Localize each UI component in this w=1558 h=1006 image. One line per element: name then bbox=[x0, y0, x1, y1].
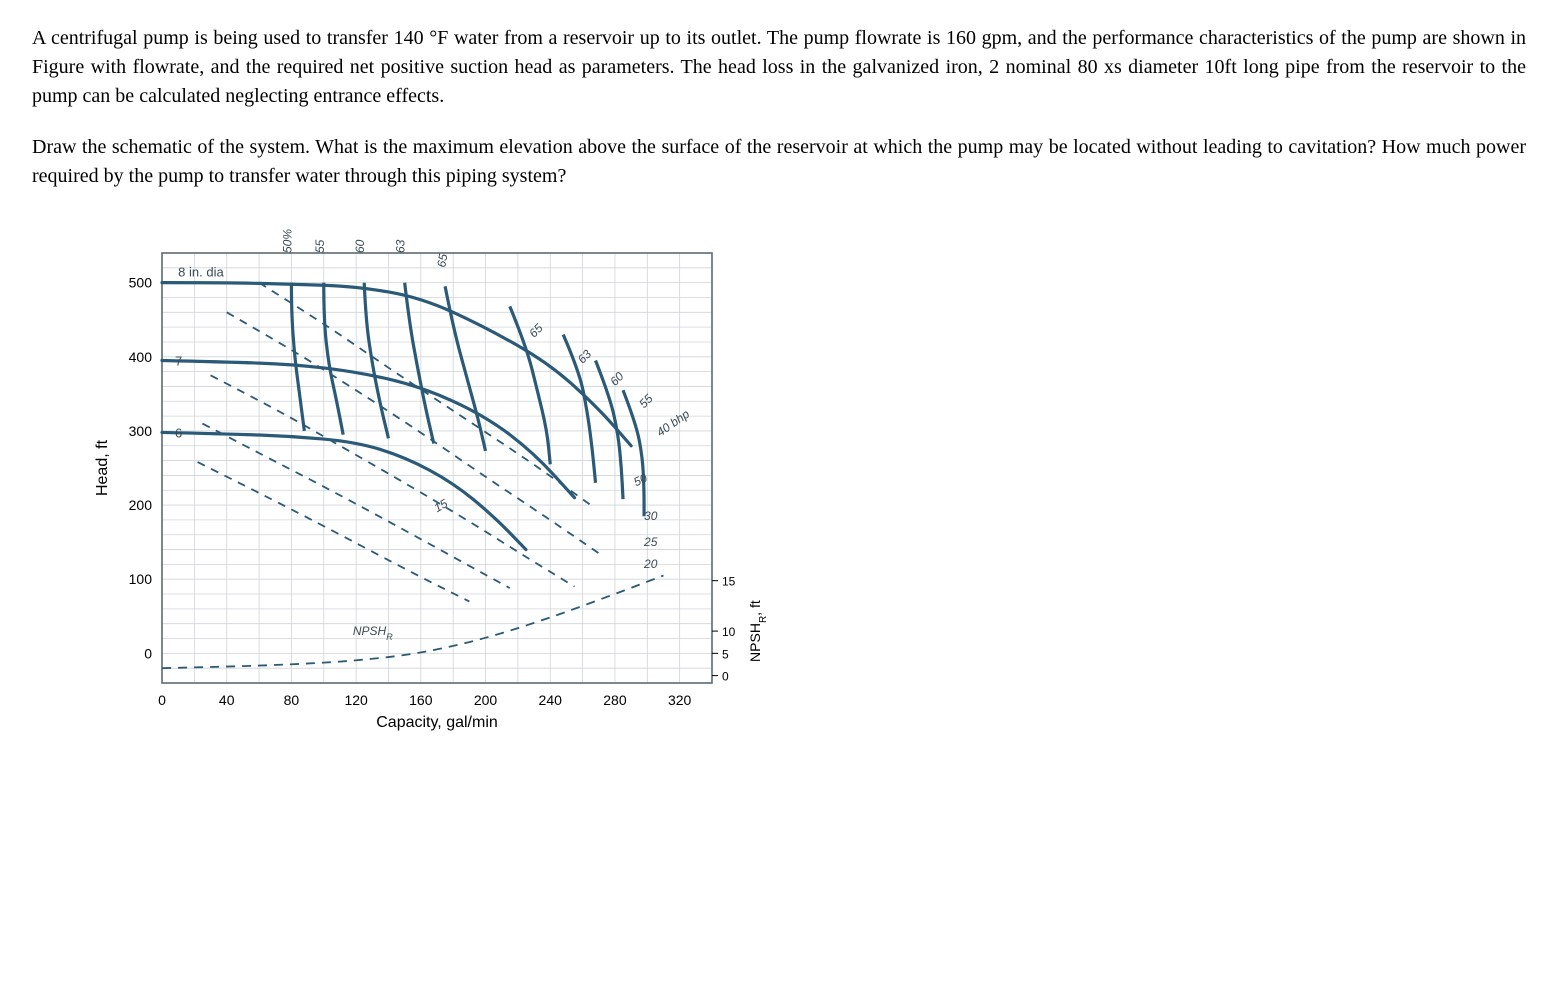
svg-text:NPSHR, ft: NPSHR, ft bbox=[747, 600, 769, 662]
svg-text:20: 20 bbox=[643, 557, 658, 571]
svg-text:15: 15 bbox=[722, 575, 736, 589]
pump-chart: 0 100 200 300 400 500 0 40 80 120 160 200 240 280 320 0… bbox=[72, 213, 1526, 782]
svg-text:100: 100 bbox=[129, 571, 153, 587]
svg-text:280: 280 bbox=[603, 692, 627, 708]
svg-text:160: 160 bbox=[409, 692, 433, 708]
svg-text:10: 10 bbox=[722, 625, 736, 639]
svg-text:0: 0 bbox=[158, 692, 166, 708]
svg-text:65: 65 bbox=[434, 252, 450, 268]
svg-text:200: 200 bbox=[129, 497, 153, 513]
paragraph-2: Draw the schematic of the system. What i… bbox=[32, 133, 1526, 191]
svg-text:30: 30 bbox=[644, 509, 658, 523]
svg-text:120: 120 bbox=[344, 692, 368, 708]
svg-text:60: 60 bbox=[353, 239, 367, 253]
svg-text:400: 400 bbox=[129, 349, 153, 365]
pump-performance-svg: 0 100 200 300 400 500 0 40 80 120 160 200 240 280 320 0… bbox=[72, 213, 792, 773]
svg-text:240: 240 bbox=[539, 692, 563, 708]
svg-text:55: 55 bbox=[313, 239, 327, 253]
svg-text:25: 25 bbox=[643, 535, 658, 549]
svg-text:40: 40 bbox=[219, 692, 235, 708]
svg-text:8 in. dia: 8 in. dia bbox=[178, 265, 224, 280]
svg-text:5: 5 bbox=[722, 647, 729, 661]
svg-text:50%: 50% bbox=[280, 229, 294, 253]
svg-text:Head, ft: Head, ft bbox=[94, 439, 111, 496]
svg-text:63: 63 bbox=[394, 239, 408, 253]
svg-text:0: 0 bbox=[722, 670, 729, 684]
svg-text:Capacity, gal/min: Capacity, gal/min bbox=[376, 714, 498, 731]
svg-text:500: 500 bbox=[129, 275, 153, 291]
svg-text:7: 7 bbox=[175, 354, 182, 369]
paragraph-1: A centrifugal pump is being used to tran… bbox=[32, 24, 1526, 111]
svg-text:200: 200 bbox=[474, 692, 498, 708]
svg-text:300: 300 bbox=[129, 423, 153, 439]
svg-text:6: 6 bbox=[175, 425, 182, 440]
svg-text:80: 80 bbox=[284, 692, 300, 708]
problem-statement: A centrifugal pump is being used to tran… bbox=[32, 24, 1526, 191]
svg-text:320: 320 bbox=[668, 692, 692, 708]
svg-text:0: 0 bbox=[144, 645, 152, 661]
